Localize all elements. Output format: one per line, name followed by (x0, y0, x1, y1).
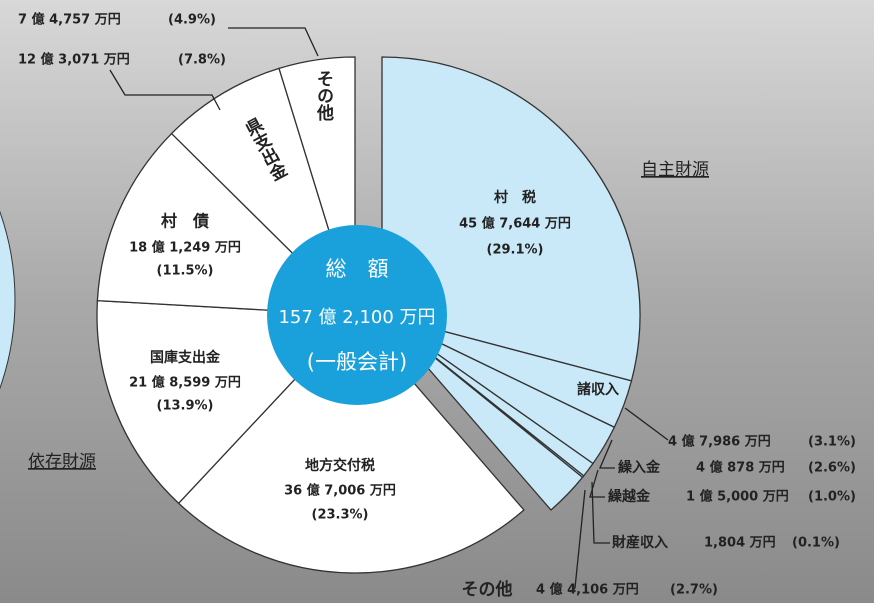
slice-name: 国庫支出金 (150, 349, 221, 366)
percent-label: (2.6%) (808, 461, 856, 476)
group-label: 依存財源 (28, 452, 96, 472)
value-label: 1 億 5,000 万円 (686, 489, 789, 505)
slice-name: 地方交付税 (305, 457, 375, 474)
percent-label: (1.0%) (808, 490, 856, 505)
value-label: 21 億 8,599 万円 (129, 375, 241, 391)
slice-name: 村 税 (494, 189, 536, 206)
percent-label: (3.1%) (808, 435, 856, 450)
value-label: 4 億 7,986 万円 (668, 434, 771, 450)
percent-label: (0.1%) (792, 536, 840, 551)
percent-label: (11.5%) (157, 264, 214, 279)
percent-label: (7.8%) (178, 53, 226, 68)
value-label: 12 億 3,071 万円 (18, 52, 130, 68)
slice-name: 繰越金 (608, 488, 651, 505)
value-label: 18 億 1,249 万円 (129, 240, 241, 256)
center-note: (一般会計) (307, 350, 407, 374)
slice-name: その他 (462, 579, 513, 600)
slice-name: その他 (313, 70, 335, 121)
value-label: 45 億 7,644 万円 (459, 216, 571, 232)
percent-label: (4.9%) (168, 13, 216, 28)
value-label: 4 億 878 万円 (696, 460, 785, 476)
center-total: 157 億 2,100 万円 (278, 307, 435, 328)
chart: 自主財源 依存財源 総 額 157 億 2,100 万円 (一般会計) 村 税 45 億… (0, 0, 874, 603)
slice-name: 繰入金 (618, 459, 661, 476)
slice-name: 財産収入 (611, 534, 668, 551)
percent-label: (2.7%) (670, 583, 718, 598)
percent-label: (23.3%) (312, 508, 369, 523)
slice-name: 村 債 (161, 212, 209, 231)
value-label: 1,804 万円 (704, 536, 776, 551)
value-label: 4 億 4,106 万円 (536, 582, 639, 598)
percent-label: (13.9%) (157, 399, 214, 414)
slice-name: 諸収入 (577, 381, 619, 398)
percent-label: (29.1%) (487, 243, 544, 258)
center-title: 総 額 (326, 257, 389, 281)
value-label: 7 億 4,757 万円 (18, 12, 121, 28)
group-label: 自主財源 (641, 160, 709, 180)
value-label: 36 億 7,006 万円 (284, 483, 396, 499)
